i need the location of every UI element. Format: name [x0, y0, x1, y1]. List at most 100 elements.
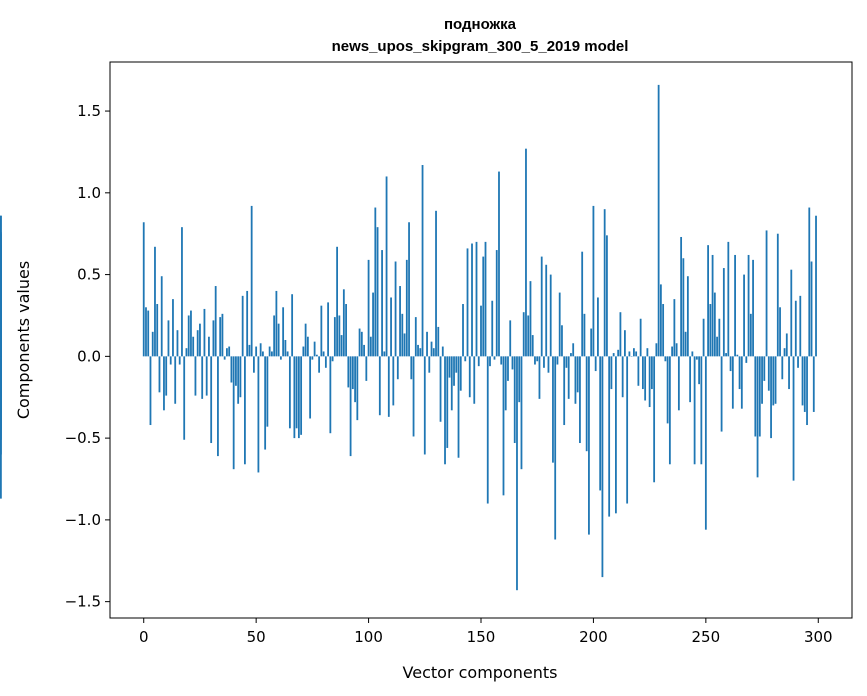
bar-290 [794, 300, 797, 357]
bar-232 [664, 356, 667, 362]
bar-137 [450, 356, 453, 411]
bar-69 [297, 356, 300, 439]
bar-93 [351, 356, 354, 390]
bar-102 [372, 292, 374, 357]
bar-264 [736, 354, 739, 357]
bar-104 [376, 227, 379, 357]
bar-236 [673, 299, 676, 357]
bar-228 [655, 343, 658, 357]
bar-56 [268, 346, 271, 357]
bar-28 [205, 356, 208, 396]
bar-1 [145, 307, 147, 357]
bar-45 [244, 356, 246, 465]
bar-240 [682, 258, 685, 357]
bar-231 [662, 304, 665, 357]
bar-87 [338, 315, 341, 357]
bar-247 [698, 356, 700, 385]
bar-95 [356, 356, 359, 421]
bar-178 [543, 356, 545, 368]
bar-282 [776, 233, 779, 357]
bar-26 [201, 356, 204, 399]
bar-204 [601, 356, 604, 578]
bar-288 [790, 269, 793, 357]
bar-275 [761, 356, 763, 404]
bar-76 [313, 341, 316, 357]
bar-57 [270, 351, 273, 357]
bar-61 [279, 356, 282, 360]
bar-197 [585, 356, 588, 452]
bar-11 [167, 320, 170, 357]
bar-131 [437, 326, 440, 357]
bar-136 [448, 356, 451, 378]
bar-20 [187, 315, 190, 357]
bar-206 [606, 235, 608, 357]
bar-166 [516, 356, 518, 591]
bar-29 [208, 336, 210, 357]
bar-undefined [0, 356, 2, 440]
y-tick-label: 0.5 [77, 266, 101, 284]
bar-134 [444, 356, 446, 465]
bar-292 [799, 295, 802, 357]
bar-60 [277, 323, 280, 357]
bar-35 [221, 313, 224, 357]
bar-248 [700, 356, 703, 465]
bar-42 [237, 356, 240, 404]
bar-283 [779, 307, 781, 357]
bar-169 [522, 312, 525, 357]
bar-84 [331, 356, 334, 362]
bar-293 [801, 356, 804, 406]
bar-77 [315, 354, 318, 357]
bar-74 [309, 356, 312, 419]
bar-72 [304, 323, 307, 357]
bars-group [0, 84, 817, 591]
bar-94 [354, 356, 356, 403]
bar-48 [250, 205, 253, 357]
bar-188 [565, 356, 568, 368]
bar-47 [248, 344, 251, 357]
bar-199 [590, 328, 593, 357]
bar-203 [599, 356, 602, 491]
bar-226 [650, 356, 653, 390]
bar-145 [468, 356, 471, 398]
bar-4 [151, 331, 154, 357]
y-tick-label: 1.5 [77, 102, 101, 120]
bar-110 [390, 297, 392, 357]
bar-58 [273, 315, 276, 357]
bar-120 [412, 356, 415, 437]
bar-281 [774, 356, 777, 404]
bar-146 [471, 243, 473, 357]
bar-65 [288, 356, 291, 429]
bar-105 [378, 356, 381, 416]
bar-235 [671, 346, 674, 357]
bar-22 [192, 336, 195, 357]
bar-243 [689, 356, 692, 403]
bar-91 [347, 356, 350, 388]
bar-85 [333, 317, 336, 357]
bar-55 [266, 356, 269, 427]
bar-190 [570, 353, 572, 357]
bar-268 [745, 356, 748, 363]
x-tick-label: 250 [692, 628, 721, 646]
bar-156 [493, 356, 496, 360]
bar-267 [743, 274, 745, 357]
bar-250 [704, 356, 707, 530]
bar-25 [199, 323, 201, 357]
bar-209 [612, 353, 615, 357]
bar-285 [783, 348, 786, 357]
bar-118 [408, 222, 410, 357]
bar-100 [367, 259, 370, 357]
bar-200 [592, 205, 595, 357]
bar-183 [554, 356, 557, 540]
chart-title: подножка [444, 16, 517, 33]
bar-144 [466, 248, 469, 357]
bar-201 [594, 356, 597, 372]
bar-124 [421, 165, 424, 357]
bar-151 [482, 256, 485, 357]
bar-179 [545, 264, 548, 357]
bar-123 [419, 348, 422, 357]
bar-17 [181, 227, 183, 357]
y-axis: −1.5 −1.0 −0.5 0.0 0.5 1.0 1.5 [65, 102, 110, 611]
bar-86 [336, 246, 338, 357]
bar-49 [253, 356, 255, 373]
bar-0 [142, 222, 145, 357]
